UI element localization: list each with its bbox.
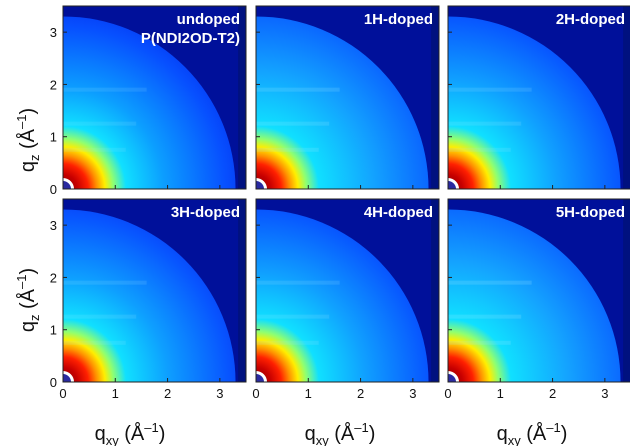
y-tick-label: 0 [50,182,57,197]
scattering-streak [63,147,126,152]
x-tick-label: 1 [497,386,504,401]
scattering-streak [448,87,532,92]
x-tick-label: 0 [59,386,66,401]
scattering-streak [256,340,319,345]
detector-edge [623,6,630,189]
scattering-streak [256,121,330,126]
scattering-region [448,16,621,189]
panel-label-line: 4H-doped [364,204,433,221]
panel-label-line: undoped [177,11,240,28]
x-axis-label-col1: qxy (Å–1) [95,420,166,446]
x-tick-label: 1 [305,386,312,401]
panel-label: 5H-doped [556,204,625,221]
panel-label-line: 5H-doped [556,204,625,221]
panel-frame [255,198,440,383]
axes-layer: 0 1 2 3 0 1 2 3 0 1 2 3 0 1 2 3 0 1 2 3 [50,5,630,401]
beamstop [63,181,71,189]
scattering-region [256,16,429,189]
beamstop [63,374,71,382]
x-axis-label-col3: qxy (Å–1) [497,420,568,446]
scattering-streak [448,280,532,285]
panel-frame [447,5,630,190]
scattering-streak [256,280,340,285]
panel-label: 3H-doped [171,204,240,221]
panel-frame [447,198,630,383]
panel-6 [448,199,630,382]
panel-label-line: 2H-doped [556,11,625,28]
panel-5 [256,199,439,382]
x-tick-label: 0 [444,386,451,401]
y-tick-label: 1 [50,130,57,145]
scattering-streak [448,147,511,152]
x-tick-label: 3 [601,386,608,401]
panel-grid: undoped P(NDI2OD-T2) 1H-doped 2H-doped 3H-do… [63,6,630,382]
detector-edge [623,199,630,382]
y-tick-label: 1 [50,323,57,338]
detector-edge [238,199,246,382]
x-tick-label: 1 [112,386,119,401]
scattering-streak [448,121,522,126]
detector-edge [431,6,439,189]
panel-label: 1H-doped [364,11,433,28]
scattering-streak [256,147,319,152]
beamstop [448,374,456,382]
panel-frame [62,5,247,190]
scattering-region [448,209,621,382]
scattering-streak [448,340,511,345]
scattering-region [63,209,236,382]
panel-frame [62,198,247,383]
scattering-streak [448,314,522,319]
beamstop [448,181,456,189]
panel-label: undoped P(NDI2OD-T2) [141,11,240,47]
y-tick-label: 0 [50,375,57,390]
panel-label: 4H-doped [364,204,433,221]
panel-3 [448,6,630,189]
panel-4 [63,199,246,382]
detector-edge [431,199,439,382]
panel-2 [256,6,439,189]
y-tick-label: 3 [50,218,57,233]
beamstop [256,374,264,382]
x-tick-label: 2 [164,386,171,401]
x-tick-label: 2 [549,386,556,401]
scattering-streak [63,340,126,345]
x-tick-label: 0 [252,386,259,401]
y-axis-label-top: qz (Å–1) [14,108,42,172]
beamstop [256,181,264,189]
y-axis-label-bottom: qz (Å–1) [14,268,42,332]
panel-label-line: 3H-doped [171,204,240,221]
panel-frame [255,5,440,190]
x-axis-label-col2: qxy (Å–1) [305,420,376,446]
panel-label-line: 1H-doped [364,11,433,28]
scattering-streak [63,87,147,92]
scattering-streak [256,87,340,92]
panel-label-line: P(NDI2OD-T2) [141,30,240,47]
scattering-region [256,209,429,382]
x-tick-label: 3 [216,386,223,401]
panel-label: 2H-doped [556,11,625,28]
y-tick-label: 3 [50,25,57,40]
detector-edge [238,6,246,189]
scattering-streak [63,121,137,126]
x-tick-label: 3 [409,386,416,401]
scattering-streak [63,314,137,319]
y-tick-label: 2 [50,270,57,285]
scattering-region [63,16,236,189]
panel-1 [63,6,246,189]
x-tick-label: 2 [357,386,364,401]
scattering-streak [256,314,330,319]
scattering-streak [63,280,147,285]
y-tick-label: 2 [50,77,57,92]
